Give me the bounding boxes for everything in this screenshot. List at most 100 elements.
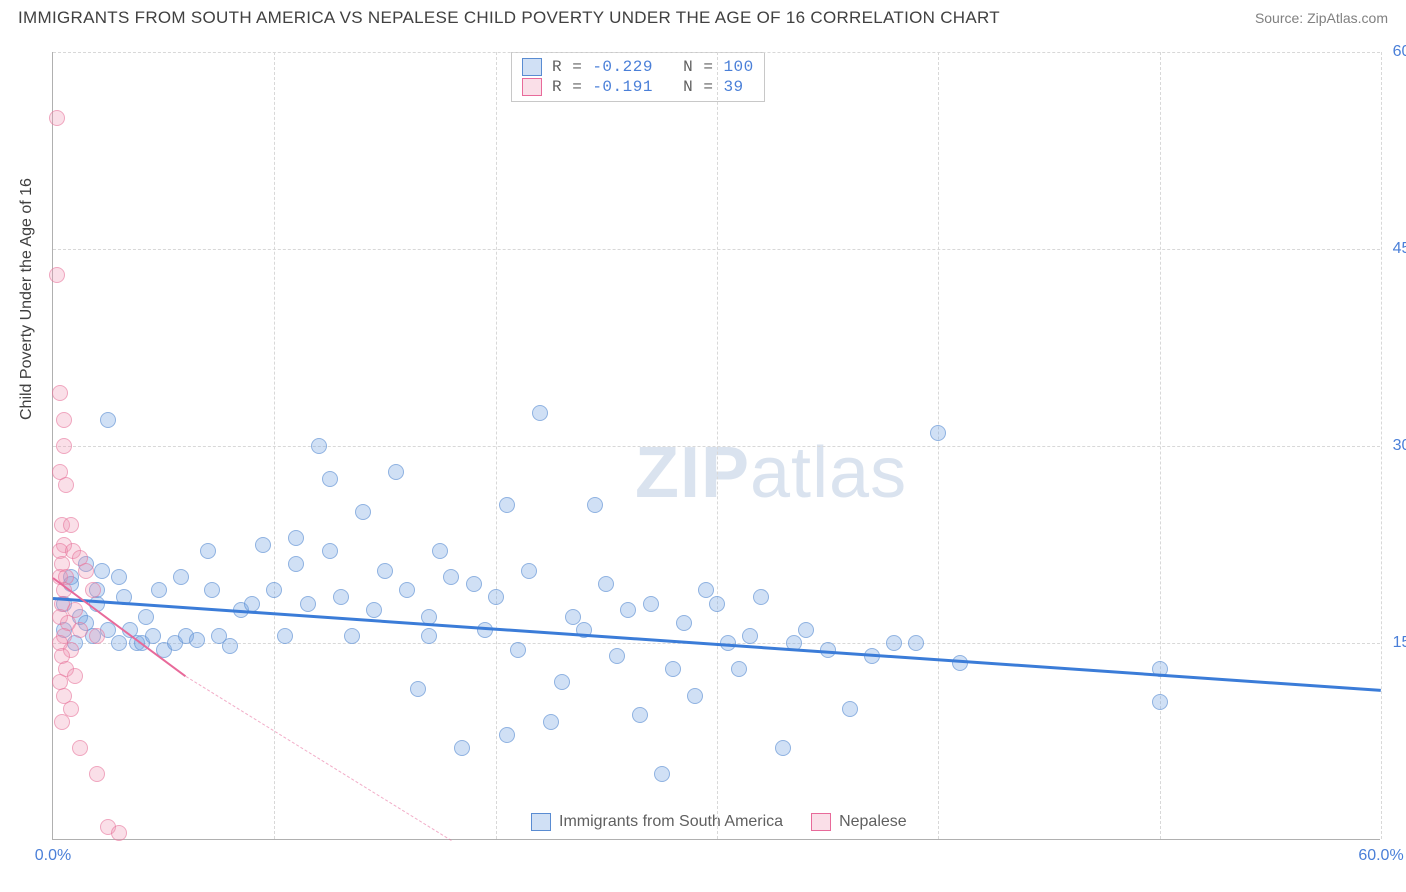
swatch-pink-icon: [811, 813, 831, 831]
scatter-point-blue: [643, 596, 659, 612]
scatter-point-blue: [100, 412, 116, 428]
gridline-v: [274, 52, 275, 839]
scatter-point-blue: [189, 632, 205, 648]
scatter-point-pink: [58, 477, 74, 493]
scatter-point-blue: [222, 638, 238, 654]
scatter-point-blue: [654, 766, 670, 782]
scatter-point-blue: [908, 635, 924, 651]
scatter-point-pink: [56, 412, 72, 428]
scatter-point-blue: [676, 615, 692, 631]
stats-legend: R = -0.229 N = 100 R = -0.191 N = 39: [511, 52, 765, 102]
scatter-point-blue: [477, 622, 493, 638]
scatter-point-blue: [255, 537, 271, 553]
scatter-point-blue: [300, 596, 316, 612]
scatter-point-pink: [89, 628, 105, 644]
scatter-point-blue: [665, 661, 681, 677]
swatch-blue-icon: [522, 58, 542, 76]
gridline-v: [1381, 52, 1382, 839]
scatter-point-blue: [488, 589, 504, 605]
gridline-v: [496, 52, 497, 839]
scatter-point-blue: [521, 563, 537, 579]
scatter-point-pink: [72, 740, 88, 756]
scatter-point-blue: [204, 582, 220, 598]
legend-item-pink: Nepalese: [811, 813, 907, 831]
scatter-point-blue: [288, 530, 304, 546]
scatter-point-blue: [151, 582, 167, 598]
scatter-point-blue: [842, 701, 858, 717]
scatter-point-blue: [731, 661, 747, 677]
scatter-point-blue: [355, 504, 371, 520]
scatter-point-blue: [775, 740, 791, 756]
scatter-point-blue: [399, 582, 415, 598]
scatter-point-blue: [554, 674, 570, 690]
y-tick-label: 45.0%: [1393, 240, 1406, 258]
scatter-point-blue: [111, 635, 127, 651]
scatter-point-blue: [173, 569, 189, 585]
scatter-point-blue: [94, 563, 110, 579]
scatter-point-pink: [67, 668, 83, 684]
scatter-point-blue: [421, 628, 437, 644]
scatter-point-pink: [49, 267, 65, 283]
x-tick-label: 60.0%: [1358, 847, 1403, 865]
scatter-point-blue: [432, 543, 448, 559]
scatter-point-pink: [78, 563, 94, 579]
gridline-v: [717, 52, 718, 839]
scatter-point-blue: [277, 628, 293, 644]
scatter-point-blue: [609, 648, 625, 664]
scatter-point-blue: [709, 596, 725, 612]
scatter-point-blue: [499, 497, 515, 513]
scatter-point-pink: [56, 438, 72, 454]
y-tick-label: 15.0%: [1393, 634, 1406, 652]
scatter-point-blue: [366, 602, 382, 618]
scatter-point-blue: [388, 464, 404, 480]
scatter-point-blue: [466, 576, 482, 592]
scatter-point-blue: [322, 543, 338, 559]
plot-area: ZIPatlas R = -0.229 N = 100 R = -0.191 N…: [52, 52, 1380, 840]
scatter-point-pink: [89, 766, 105, 782]
scatter-point-blue: [311, 438, 327, 454]
scatter-point-pink: [72, 622, 88, 638]
scatter-point-blue: [344, 628, 360, 644]
scatter-point-blue: [499, 727, 515, 743]
scatter-point-pink: [111, 825, 127, 841]
scatter-point-blue: [377, 563, 393, 579]
watermark: ZIPatlas: [635, 432, 907, 514]
scatter-point-blue: [742, 628, 758, 644]
scatter-point-blue: [138, 609, 154, 625]
scatter-point-blue: [322, 471, 338, 487]
chart-header: IMMIGRANTS FROM SOUTH AMERICA VS NEPALES…: [0, 0, 1406, 32]
scatter-point-blue: [632, 707, 648, 723]
scatter-point-blue: [598, 576, 614, 592]
scatter-point-blue: [266, 582, 282, 598]
scatter-point-blue: [244, 596, 260, 612]
scatter-point-blue: [200, 543, 216, 559]
scatter-point-blue: [620, 602, 636, 618]
scatter-point-blue: [543, 714, 559, 730]
trend-line-pink-dashed: [186, 676, 452, 841]
scatter-point-blue: [333, 589, 349, 605]
y-tick-label: 30.0%: [1393, 437, 1406, 455]
swatch-pink-icon: [522, 78, 542, 96]
scatter-point-blue: [410, 681, 426, 697]
swatch-blue-icon: [531, 813, 551, 831]
scatter-point-blue: [510, 642, 526, 658]
scatter-point-blue: [532, 405, 548, 421]
scatter-point-blue: [1152, 694, 1168, 710]
scatter-point-blue: [111, 569, 127, 585]
scatter-point-blue: [930, 425, 946, 441]
source-attribution: Source: ZipAtlas.com: [1255, 10, 1388, 26]
scatter-point-blue: [753, 589, 769, 605]
stats-row-blue: R = -0.229 N = 100: [522, 57, 754, 77]
scatter-point-pink: [85, 582, 101, 598]
scatter-point-blue: [587, 497, 603, 513]
chart-container: ZIPatlas R = -0.229 N = 100 R = -0.191 N…: [52, 52, 1380, 840]
scatter-point-blue: [443, 569, 459, 585]
y-axis-label: Child Poverty Under the Age of 16: [18, 178, 36, 420]
gridline-v: [1160, 52, 1161, 839]
x-tick-label: 0.0%: [35, 847, 71, 865]
chart-title: IMMIGRANTS FROM SOUTH AMERICA VS NEPALES…: [18, 8, 1000, 28]
scatter-point-blue: [288, 556, 304, 572]
series-legend: Immigrants from South America Nepalese: [523, 811, 915, 833]
scatter-point-pink: [49, 110, 65, 126]
scatter-point-blue: [886, 635, 902, 651]
